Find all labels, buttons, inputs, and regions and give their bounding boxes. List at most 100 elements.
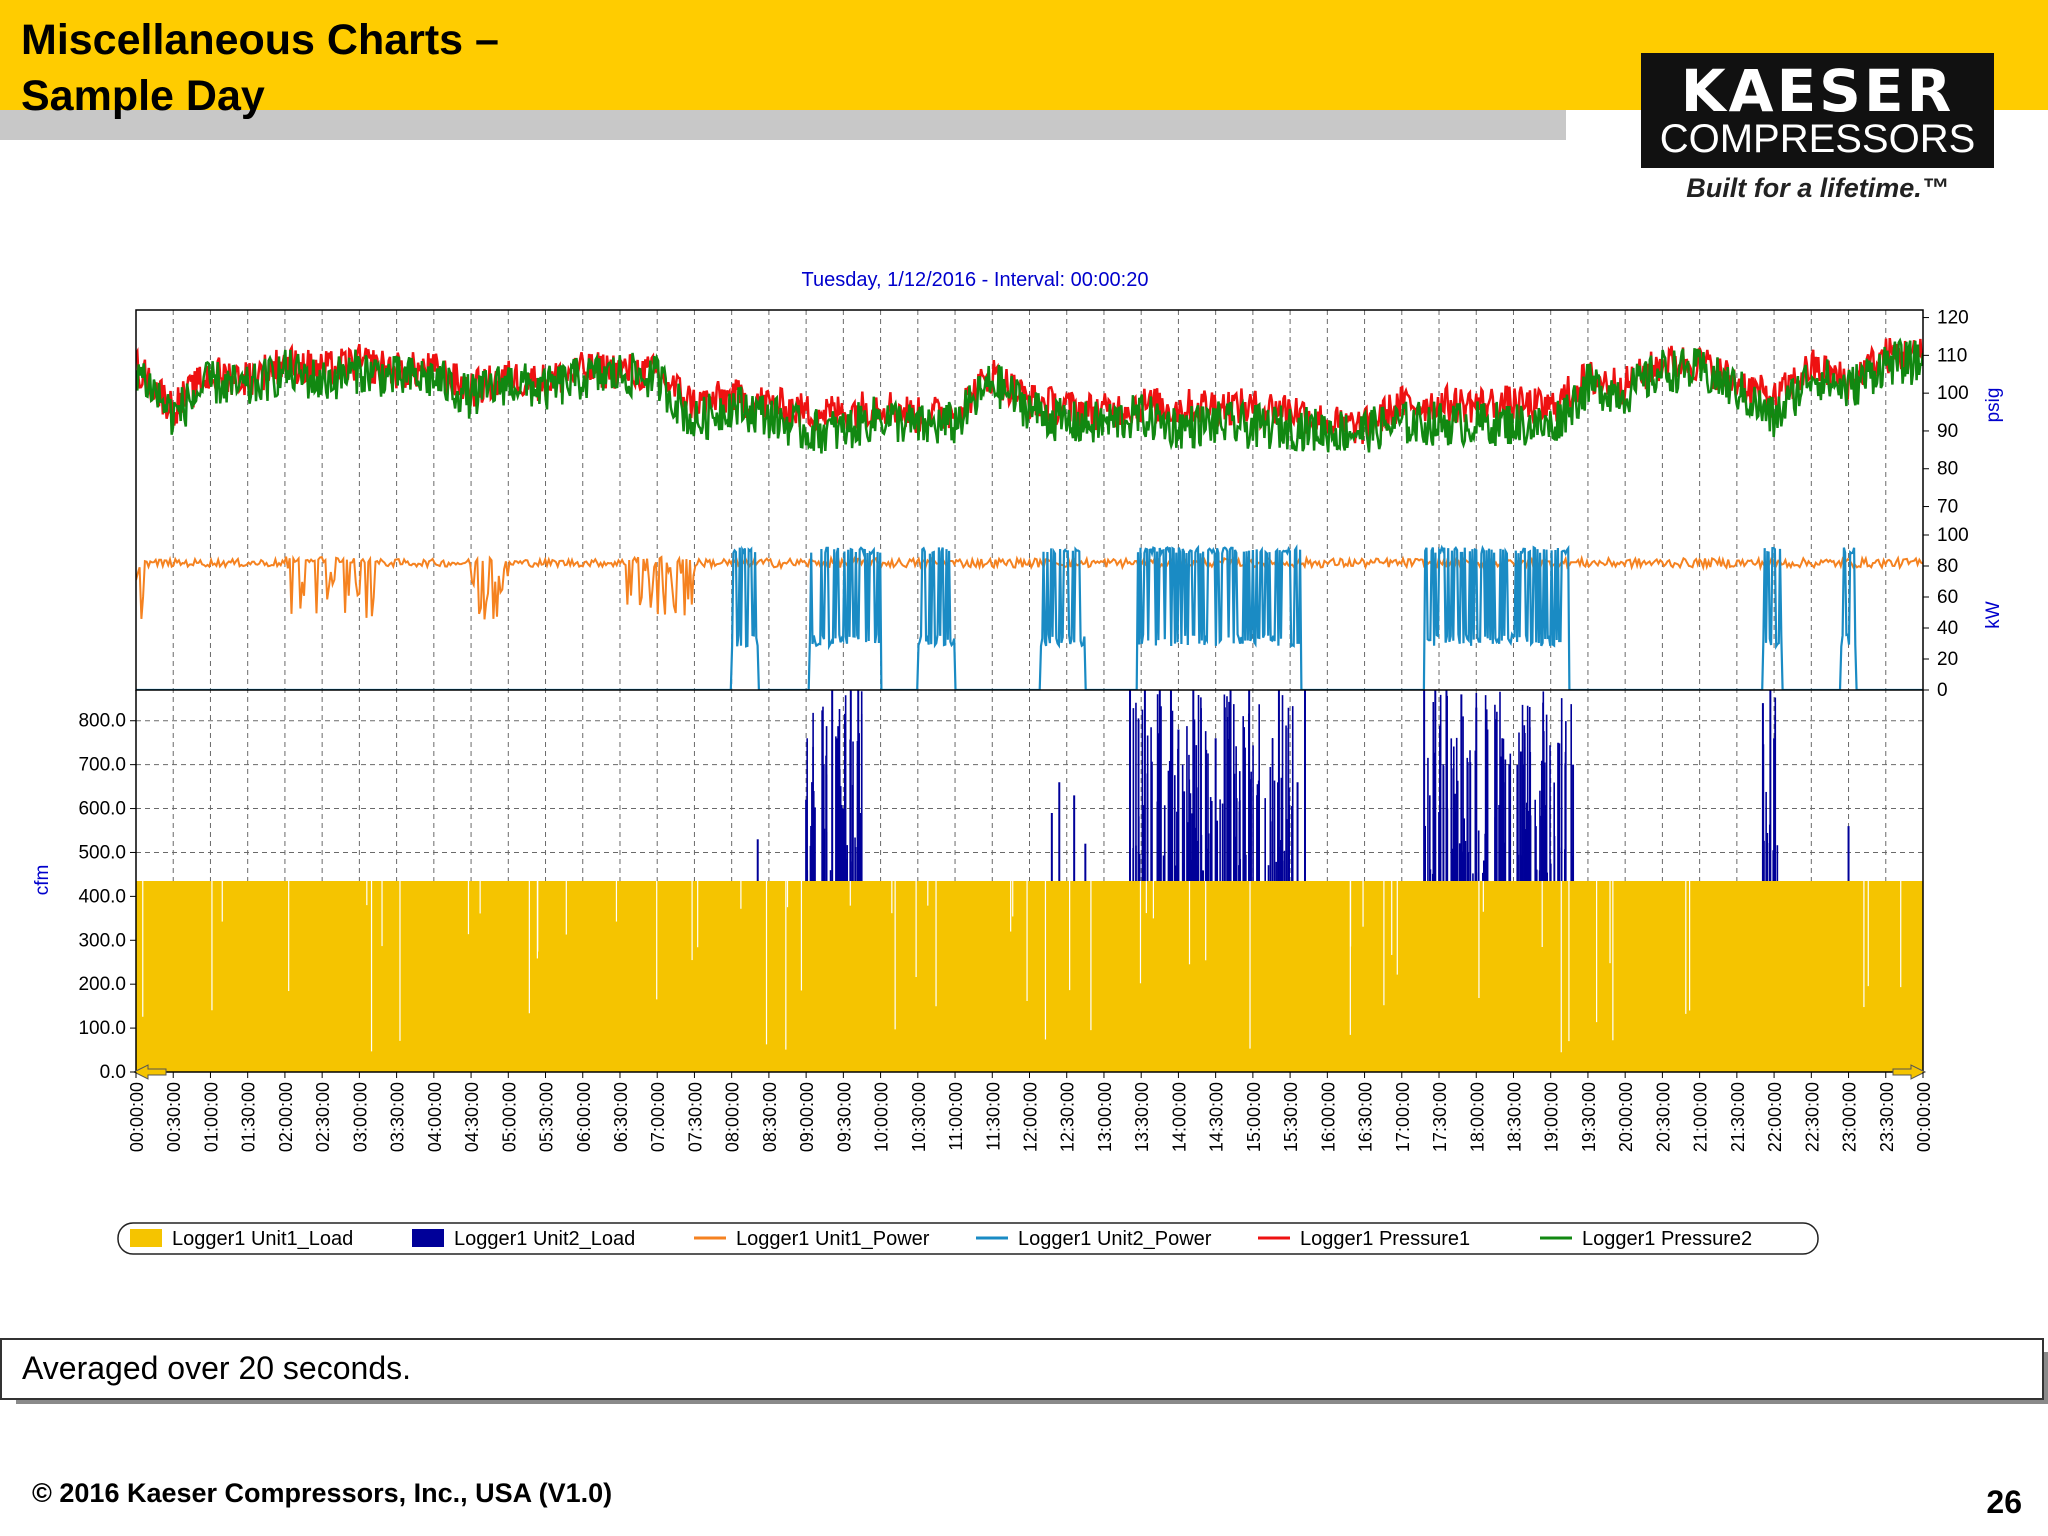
header-gray-bar bbox=[0, 110, 1566, 140]
legend-label: Logger1 Unit1_Power bbox=[736, 1228, 930, 1250]
kw-tick-label: 40 bbox=[1937, 618, 1958, 639]
x-tick-label: 09:00:00 bbox=[797, 1082, 817, 1152]
note-box: Averaged over 20 seconds. bbox=[0, 1338, 2044, 1400]
legend-label: Logger1 Pressure1 bbox=[1300, 1228, 1470, 1250]
cfm-axis-title: cfm bbox=[32, 865, 53, 896]
kaeser-logo: KAESER COMPRESSORS bbox=[1641, 53, 1994, 168]
x-tick-label: 11:00:00 bbox=[946, 1082, 966, 1151]
chart-title: Tuesday, 1/12/2016 - Interval: 00:00:20 bbox=[802, 269, 1149, 291]
psig-tick-label: 100 bbox=[1937, 383, 1969, 404]
x-tick-label: 21:00:00 bbox=[1691, 1082, 1711, 1152]
x-tick-label: 06:00:00 bbox=[574, 1082, 594, 1152]
x-tick-label: 14:30:00 bbox=[1207, 1082, 1227, 1152]
x-tick-label: 17:00:00 bbox=[1393, 1082, 1413, 1152]
kw-tick-label: 0 bbox=[1937, 680, 1948, 701]
x-tick-label: 18:00:00 bbox=[1467, 1082, 1487, 1152]
x-tick-label: 22:30:00 bbox=[1802, 1082, 1822, 1152]
x-tick-label: 01:30:00 bbox=[239, 1082, 259, 1152]
psig-tick-label: 110 bbox=[1937, 345, 1967, 366]
x-tick-label: 20:00:00 bbox=[1616, 1082, 1636, 1152]
x-tick-label: 08:00:00 bbox=[723, 1082, 743, 1152]
x-tick-label: 21:30:00 bbox=[1728, 1082, 1748, 1152]
cfm-tick-label: 300.0 bbox=[78, 930, 126, 951]
kw-tick-label: 20 bbox=[1937, 649, 1958, 670]
x-tick-label: 12:00:00 bbox=[1021, 1082, 1041, 1152]
cfm-tick-label: 400.0 bbox=[78, 886, 126, 907]
copyright-text: © 2016 Kaeser Compressors, Inc., USA (V1… bbox=[32, 1478, 613, 1508]
x-tick-label: 02:00:00 bbox=[276, 1082, 296, 1152]
cfm-tick-label: 0.0 bbox=[100, 1062, 126, 1083]
unit1-load-area bbox=[136, 881, 1923, 1072]
logo-tagline: Built for a lifetime.™ bbox=[1686, 173, 1949, 203]
scroll-right-arrow bbox=[1892, 1064, 1927, 1080]
logo-wordmark: KAESER bbox=[1680, 57, 1955, 125]
x-tick-label: 04:00:00 bbox=[425, 1082, 445, 1152]
x-tick-label: 11:30:00 bbox=[983, 1082, 1003, 1151]
page-number: 26 bbox=[1986, 1484, 2022, 1520]
x-tick-label: 03:00:00 bbox=[350, 1082, 370, 1152]
x-tick-label: 16:00:00 bbox=[1318, 1082, 1338, 1152]
x-tick-label: 19:30:00 bbox=[1579, 1082, 1599, 1152]
legend-label: Logger1 Unit1_Load bbox=[172, 1228, 353, 1250]
note-text: Averaged over 20 seconds. bbox=[22, 1350, 411, 1386]
x-tick-label: 09:30:00 bbox=[834, 1082, 854, 1152]
cfm-tick-label: 600.0 bbox=[78, 799, 126, 820]
slide-title: Miscellaneous Charts – Sample Day bbox=[21, 12, 821, 124]
psig-tick-label: 70 bbox=[1937, 497, 1958, 518]
x-tick-label: 05:00:00 bbox=[499, 1082, 519, 1152]
x-tick-label: 13:00:00 bbox=[1095, 1082, 1115, 1152]
kw-axis-title: kW bbox=[1983, 601, 2004, 629]
x-tick-label: 12:30:00 bbox=[1058, 1082, 1078, 1152]
x-tick-label: 23:30:00 bbox=[1877, 1082, 1897, 1152]
psig-axis-title: psig bbox=[1983, 388, 2004, 423]
legend-label: Logger1 Unit2_Power bbox=[1018, 1228, 1212, 1250]
legend-swatch bbox=[130, 1229, 162, 1247]
x-tick-label: 07:00:00 bbox=[648, 1082, 668, 1152]
kw-tick-label: 80 bbox=[1937, 556, 1958, 577]
x-tick-label: 08:30:00 bbox=[760, 1082, 780, 1152]
cfm-tick-label: 100.0 bbox=[78, 1018, 126, 1039]
x-tick-label: 01:00:00 bbox=[201, 1082, 221, 1152]
kw-tick-label: 100 bbox=[1937, 525, 1969, 546]
legend-label: Logger1 Unit2_Load bbox=[454, 1228, 635, 1250]
legend-label: Logger1 Pressure2 bbox=[1582, 1228, 1752, 1250]
pressure2-line bbox=[136, 337, 1923, 454]
x-tick-label: 04:30:00 bbox=[462, 1082, 482, 1152]
x-tick-label: 05:30:00 bbox=[537, 1082, 557, 1152]
legend-swatch bbox=[412, 1229, 444, 1247]
upper-plot-frame bbox=[135, 309, 1924, 691]
unit1-power-line bbox=[136, 554, 1923, 620]
x-tick-label: 17:30:00 bbox=[1430, 1082, 1450, 1152]
x-tick-label: 00:00:00 bbox=[127, 1082, 147, 1152]
x-tick-label: 23:00:00 bbox=[1840, 1082, 1860, 1152]
cfm-tick-label: 200.0 bbox=[78, 974, 126, 995]
x-tick-label: 03:30:00 bbox=[388, 1082, 408, 1152]
x-tick-label: 10:30:00 bbox=[909, 1082, 929, 1152]
legend-box bbox=[117, 1222, 1819, 1255]
psig-tick-label: 80 bbox=[1937, 459, 1958, 480]
x-tick-label: 10:00:00 bbox=[872, 1082, 892, 1152]
cfm-tick-label: 800.0 bbox=[78, 711, 126, 732]
slide-title-line-2: Sample Day bbox=[21, 72, 265, 120]
x-tick-label: 19:00:00 bbox=[1542, 1082, 1562, 1152]
kw-tick-label: 60 bbox=[1937, 587, 1958, 608]
x-tick-label: 13:30:00 bbox=[1132, 1082, 1152, 1152]
slide-title-line-1: Miscellaneous Charts – bbox=[21, 16, 499, 64]
x-tick-label: 07:30:00 bbox=[685, 1082, 705, 1152]
x-tick-label: 20:30:00 bbox=[1653, 1082, 1673, 1152]
x-tick-label: 15:00:00 bbox=[1244, 1082, 1264, 1152]
cfm-tick-label: 700.0 bbox=[78, 755, 126, 776]
x-tick-label: 00:00:00 bbox=[1914, 1082, 1934, 1152]
psig-tick-label: 120 bbox=[1937, 308, 1969, 329]
x-tick-label: 18:30:00 bbox=[1504, 1082, 1524, 1152]
x-tick-label: 14:00:00 bbox=[1169, 1082, 1189, 1152]
scroll-left-arrow bbox=[132, 1064, 167, 1080]
psig-tick-label: 90 bbox=[1937, 421, 1958, 442]
chart: Tuesday, 1/12/2016 - Interval: 00:00:20 0… bbox=[32, 269, 2004, 1255]
x-tick-label: 22:00:00 bbox=[1765, 1082, 1785, 1152]
x-tick-label: 02:30:00 bbox=[313, 1082, 333, 1152]
x-tick-label: 15:30:00 bbox=[1281, 1082, 1301, 1152]
logo-subtitle: COMPRESSORS bbox=[1659, 117, 1976, 161]
pressure1-line bbox=[136, 337, 1923, 444]
x-tick-label: 16:30:00 bbox=[1356, 1082, 1376, 1152]
